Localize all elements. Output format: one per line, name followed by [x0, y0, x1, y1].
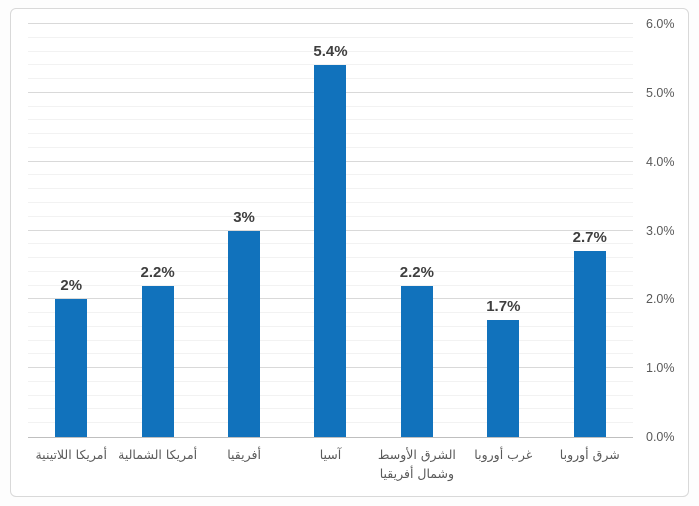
bar — [573, 251, 606, 437]
chart-frame: 2% 2.2% 3% 5.4% 2.2% 1.7% 2.7% 0.0% 1.0% 2.0% 3.0… — [10, 8, 689, 497]
y-axis: 0.0% 1.0% 2.0% 3.0% 4.0% 5.0% 6.0% — [638, 17, 686, 444]
x-tick-label: الشرق الأوسط وشمال أفريقيا — [377, 447, 456, 481]
minor-gridline — [28, 64, 633, 66]
plot-area: 2% 2.2% 3% 5.4% 2.2% 1.7% 2.7% — [28, 23, 633, 438]
major-gridline — [28, 23, 633, 24]
bar-column: 2.7% — [547, 24, 633, 437]
x-tick-label: آسيا — [319, 447, 342, 462]
bar-value-label: 2.2% — [399, 263, 434, 281]
y-tick-label: 4.0% — [646, 154, 675, 169]
bar — [228, 230, 261, 437]
y-tick-label: 3.0% — [646, 223, 675, 238]
bar-value-label: 3% — [233, 208, 255, 226]
x-tick-label: أمريكا اللاتينية — [35, 447, 107, 462]
bar — [487, 319, 520, 437]
x-tick-label: شرق أوروبا — [559, 447, 620, 462]
bar-column: 3% — [201, 24, 287, 437]
bar-value-label: 2.2% — [140, 263, 175, 281]
y-tick-label: 6.0% — [646, 17, 675, 31]
bar-value-label: 2.7% — [572, 229, 607, 247]
x-tick-label: أفريقيا — [227, 447, 261, 462]
minor-gridline — [28, 50, 633, 52]
bar — [55, 299, 88, 437]
bars-row: 2% 2.2% 3% 5.4% 2.2% 1.7% 2.7% — [28, 24, 633, 437]
bar-column: 1.7% — [460, 24, 546, 437]
bar — [141, 285, 174, 437]
bar-value-label: 1.7% — [486, 297, 521, 315]
y-tick-label: 5.0% — [646, 85, 675, 100]
y-tick-label: 1.0% — [646, 361, 675, 376]
bar-column: 5.4% — [287, 24, 373, 437]
x-axis-labels: أمريكا اللاتينية أمريكا الشمالية أفريقيا آس… — [28, 445, 633, 483]
y-tick-label: 0.0% — [646, 430, 675, 444]
minor-gridline — [28, 36, 633, 38]
bar-value-label: 5.4% — [313, 43, 348, 61]
bar-column: 2% — [28, 24, 114, 437]
bar — [314, 65, 347, 437]
y-tick-label: 2.0% — [646, 292, 675, 307]
bar-column: 2.2% — [114, 24, 200, 437]
bar-value-label: 2% — [60, 277, 83, 295]
x-tick-label: غرب أوروبا — [474, 447, 533, 462]
x-tick-label: أمريكا الشمالية — [118, 447, 198, 462]
bar-column: 2.2% — [374, 24, 460, 437]
bar — [400, 285, 433, 437]
